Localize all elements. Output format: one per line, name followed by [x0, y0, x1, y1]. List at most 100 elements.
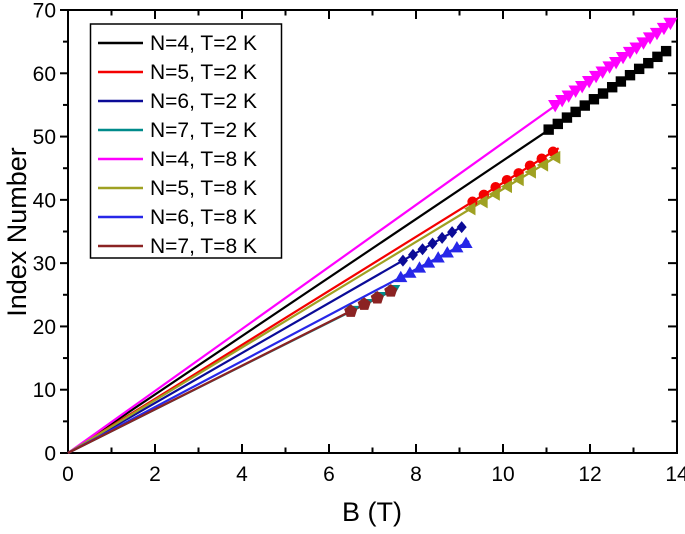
marker-triangle-up [403, 266, 417, 278]
y-tick-label: 30 [33, 253, 56, 276]
legend-box [89, 23, 283, 259]
legend-item: N=4, T=8 K [98, 148, 257, 171]
legend-item-label: N=6, T=8 K [150, 206, 257, 229]
marker-triangle-up [412, 261, 427, 273]
x-tick-label: 4 [236, 463, 248, 486]
legend: N=4, T=2 K N=5, T=2 K N=6, T=2 K N=7, T=2 K… [89, 23, 283, 259]
x-tick-label: 12 [578, 463, 601, 486]
marker-triangle-left [488, 187, 500, 201]
x-tick-label: 6 [323, 463, 335, 486]
y-tick-label: 40 [33, 189, 56, 212]
y-tick-label: 50 [33, 126, 56, 149]
fit-line [67, 287, 396, 454]
x-tick-label: 8 [410, 463, 422, 486]
marker-triangle-down [575, 81, 590, 94]
marker-triangle-up [440, 246, 454, 258]
marker-triangle-down [622, 46, 638, 60]
marker-triangle-down [555, 94, 570, 108]
marker-triangle-down [568, 85, 583, 98]
marker-pentagon [344, 304, 358, 317]
marker-diamond [417, 243, 428, 256]
legend-item: N=4, T=2 K [98, 32, 257, 55]
x-tick-label: 0 [62, 463, 74, 486]
legend-item-label: N=4, T=8 K [150, 148, 257, 171]
marker-triangle-up [422, 256, 436, 268]
x-tick-label: 10 [491, 463, 514, 486]
marker-triangle-down [561, 90, 576, 103]
marker-triangle-down [595, 66, 610, 79]
x-axis-title: B (T) [342, 497, 402, 527]
series-n-7-t-8-k [344, 284, 398, 317]
legend-item: N=6, T=2 K [98, 90, 257, 113]
y-axis-title: Index Number [2, 147, 32, 317]
marker-pentagon [357, 297, 371, 310]
legend-item-label: N=7, T=8 K [150, 235, 257, 258]
legend-item-label: N=7, T=2 K [150, 119, 257, 142]
series-n-6-t-2-k [397, 221, 467, 267]
x-tick-label: 14 [665, 463, 685, 486]
legend-item: N=7, T=8 K [98, 235, 257, 258]
legend-item-label: N=5, T=2 K [150, 61, 257, 84]
marker-square [597, 88, 609, 99]
marker-pentagon [384, 284, 398, 297]
y-tick-label: 20 [33, 316, 56, 339]
marker-square [643, 57, 654, 69]
marker-square [615, 76, 627, 87]
marker-triangle-up [459, 236, 473, 248]
series-n-4-t-8-k [548, 17, 678, 113]
marker-triangle-left [536, 158, 549, 172]
marker-square [588, 94, 600, 105]
marker-triangle-left [464, 202, 476, 216]
legend-item-label: N=4, T=2 K [150, 32, 257, 55]
marker-triangle-down [649, 27, 665, 41]
y-tick-label: 70 [33, 0, 56, 23]
marker-triangle-down [548, 100, 563, 113]
marker-triangle-down [642, 32, 658, 45]
marker-square [552, 118, 564, 130]
y-tick-label: 60 [33, 63, 56, 86]
marker-triangle-left [524, 165, 536, 179]
series-n-4-t-2-k [543, 45, 672, 135]
marker-triangle-down [636, 37, 651, 50]
marker-square [624, 69, 636, 81]
marker-square [633, 63, 645, 75]
marker-diamond [447, 226, 458, 239]
marker-triangle-left [548, 150, 561, 165]
marker-triangle-down [663, 17, 678, 31]
marker-square [561, 112, 573, 123]
y-tick-label: 10 [33, 379, 56, 402]
marker-square [660, 45, 672, 57]
fit-line [67, 224, 466, 454]
series-n-6-t-8-k [394, 236, 473, 283]
marker-triangle-left [500, 179, 513, 194]
legend-item-label: N=5, T=8 K [150, 177, 257, 200]
marker-square [579, 100, 590, 111]
marker-diamond [427, 237, 438, 250]
y-tick-label: 0 [44, 443, 56, 466]
marker-pentagon [370, 291, 384, 304]
marker-square [606, 82, 618, 93]
marker-diamond [407, 248, 418, 261]
marker-triangle-left [476, 195, 488, 209]
axes-layer: 0 2 4 6 8 10 12 14 0 10 20 30 40 50 60 70 [33, 0, 685, 486]
legend-item-label: N=6, T=2 K [150, 90, 257, 113]
fit-line [67, 153, 561, 454]
legend-item: N=7, T=2 K [98, 119, 257, 142]
marker-square [570, 106, 581, 118]
marker-triangle-down [656, 22, 672, 36]
marker-square [543, 124, 554, 135]
marker-triangle-down [629, 42, 644, 55]
marker-triangle-down [608, 57, 624, 70]
data-markers-layer [344, 17, 678, 317]
marker-diamond [397, 254, 408, 267]
series-n-5-t-8-k [464, 150, 561, 216]
legend-item: N=5, T=8 K [98, 177, 257, 200]
marker-triangle-up [431, 251, 445, 263]
marker-triangle-down [581, 75, 597, 89]
marker-triangle-up [450, 241, 464, 253]
marker-triangle-left [512, 173, 524, 187]
legend-item: N=6, T=8 K [98, 206, 257, 229]
marker-triangle-down [602, 61, 617, 74]
